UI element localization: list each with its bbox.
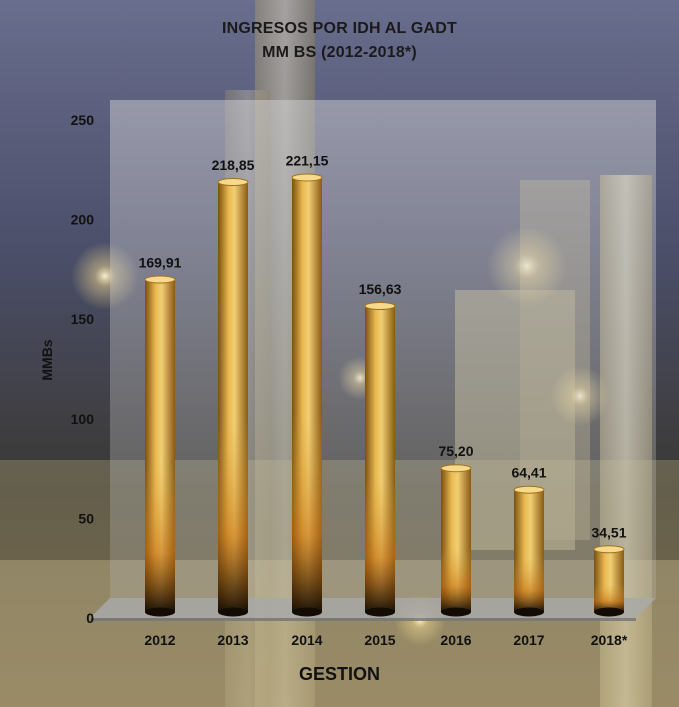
bar-top	[217, 178, 249, 187]
data-label: 169,91	[139, 255, 182, 271]
y-tick-label: 100	[71, 411, 95, 427]
x-tick-label: 2012	[144, 632, 175, 648]
bar	[364, 301, 396, 617]
data-label: 75,20	[438, 443, 473, 459]
chart-title: INGRESOS POR IDH AL GADT	[221, 20, 458, 37]
data-label: 34,51	[591, 524, 626, 540]
x-tick-label: 2016	[440, 632, 471, 648]
data-label: 156,63	[359, 281, 402, 297]
bar-shade	[365, 305, 395, 612]
x-tick-label: 2018*	[591, 632, 628, 648]
y-tick-label: 200	[71, 212, 95, 228]
bar-top	[364, 301, 396, 310]
bar-top	[440, 464, 472, 473]
y-tick-label: 50	[78, 510, 94, 526]
bar-shade	[594, 549, 624, 612]
plot-floor-edge	[90, 618, 636, 621]
bar-shade	[145, 279, 175, 612]
x-tick-label: 2017	[513, 632, 544, 648]
x-axis-label: GESTION	[298, 664, 380, 684]
bar	[513, 485, 545, 617]
bar-shade	[292, 177, 322, 613]
bar-base	[514, 607, 544, 617]
bar	[440, 464, 472, 617]
y-tick-label: 150	[71, 311, 95, 327]
bar-top	[593, 545, 625, 554]
data-label: 221,15	[286, 152, 329, 168]
bar-base	[218, 607, 248, 617]
y-tick-label: 0	[86, 610, 94, 626]
x-tick-label: 2015	[364, 632, 395, 648]
bar-top	[144, 275, 176, 284]
data-label: 64,41	[511, 465, 546, 481]
bar-base	[365, 607, 395, 617]
data-label: 218,85	[212, 157, 255, 173]
bar	[217, 178, 249, 617]
x-tick-label: 2014	[291, 632, 322, 648]
bar	[291, 173, 323, 617]
bar-top	[291, 173, 323, 182]
bar-shade	[514, 489, 544, 612]
bar	[593, 545, 625, 617]
y-tick-label: 250	[71, 112, 95, 128]
x-tick-label: 2013	[217, 632, 248, 648]
bar-base	[145, 607, 175, 617]
chart-subtitle: MM BS (2012-2018*)	[262, 44, 417, 61]
bar-base	[441, 607, 471, 617]
bar-shade	[218, 182, 248, 613]
bar-base	[292, 607, 322, 617]
bar-top	[513, 485, 545, 494]
bar-shade	[441, 468, 471, 612]
bar-base	[594, 607, 624, 617]
bar	[144, 275, 176, 617]
